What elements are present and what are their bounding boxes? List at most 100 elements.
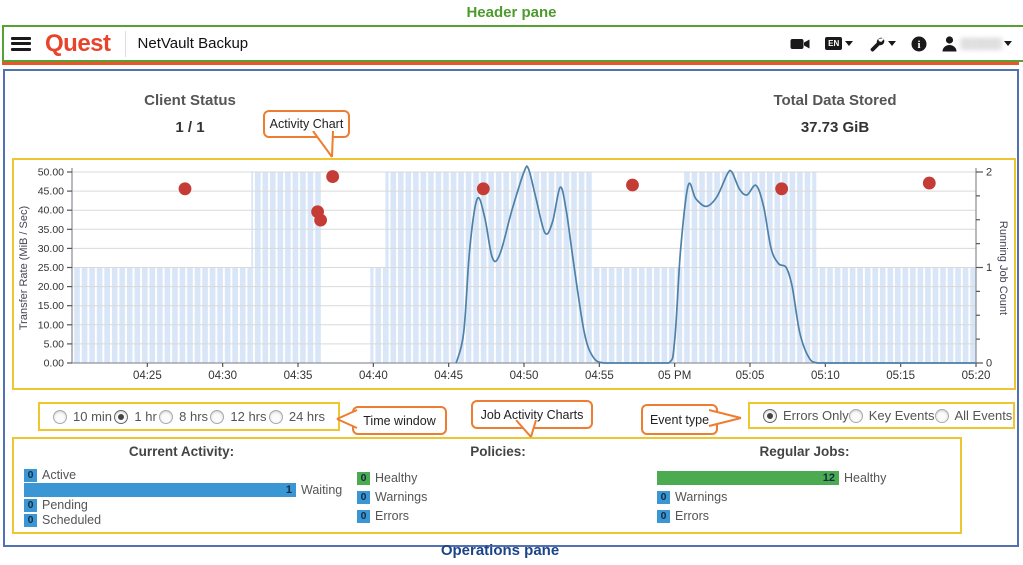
svg-text:05:20: 05:20 bbox=[962, 370, 991, 382]
job-row-warnings: 0 Warnings bbox=[657, 490, 952, 504]
radio-circle[interactable] bbox=[53, 409, 67, 424]
radio-circle[interactable] bbox=[763, 408, 777, 423]
job-row-label: Waiting bbox=[301, 483, 343, 497]
radio-event-key-events[interactable]: Key Events bbox=[848, 408, 935, 423]
activity-chart-svg[interactable]: 0.00 5.00 10.00 15.00 20.00 25.00 30.00 35.00 40… bbox=[14, 160, 1010, 384]
svg-text:05:10: 05:10 bbox=[811, 370, 840, 382]
error-event-dot[interactable] bbox=[178, 182, 192, 196]
job-row-label: Healthy bbox=[844, 471, 887, 485]
header-pane-annotation: Header pane bbox=[466, 4, 557, 21]
svg-text:40.00: 40.00 bbox=[38, 205, 64, 217]
chevron-down-icon bbox=[845, 41, 854, 46]
client-status-label: Client Status bbox=[144, 92, 236, 109]
job-count-chip: 0 bbox=[657, 490, 670, 504]
language-icon[interactable]: EN bbox=[825, 37, 843, 50]
svg-text:04:55: 04:55 bbox=[585, 370, 614, 382]
client-status-value: 1 / 1 bbox=[175, 119, 205, 136]
svg-text:1: 1 bbox=[986, 262, 992, 274]
job-row-warnings: 0 Warnings bbox=[357, 490, 639, 504]
job-row-errors: 0 Errors bbox=[357, 509, 639, 523]
tools-menu[interactable] bbox=[868, 36, 897, 52]
header-icon-group: EN i ▒▒▒▒▒▒ bbox=[790, 35, 1023, 52]
job-row-scheduled: 0 Scheduled bbox=[24, 513, 339, 527]
job-row-errors: 0 Errors bbox=[657, 509, 952, 523]
activity-chart-callout-tail bbox=[312, 131, 334, 158]
radio-event-all-events[interactable]: All Events bbox=[934, 408, 1012, 423]
job-row-active: 0 Active bbox=[24, 468, 339, 482]
svg-text:50.00: 50.00 bbox=[38, 167, 64, 179]
running-job-count-band bbox=[816, 267, 976, 363]
svg-text:04:45: 04:45 bbox=[434, 370, 463, 382]
job-row-label: Warnings bbox=[675, 490, 728, 504]
job-count-chip: 0 bbox=[24, 513, 37, 527]
radio-label: 10 min bbox=[73, 409, 113, 424]
radio-circle[interactable] bbox=[934, 408, 949, 423]
time-window-group: 10 min 1 hr 8 hrs 12 hrs 24 hrs bbox=[38, 402, 340, 431]
error-event-dot[interactable] bbox=[626, 178, 639, 192]
running-job-count-band bbox=[591, 267, 684, 363]
user-menu[interactable]: ▒▒▒▒▒▒ bbox=[942, 35, 1012, 52]
radio-circle[interactable] bbox=[210, 409, 225, 424]
error-event-dot[interactable] bbox=[775, 182, 789, 196]
job-bar: 12 bbox=[657, 471, 839, 485]
svg-text:05:05: 05:05 bbox=[736, 370, 765, 382]
app-title: NetVault Backup bbox=[137, 35, 249, 52]
error-event-dot[interactable] bbox=[922, 176, 936, 190]
header-divider bbox=[124, 30, 126, 57]
error-event-dot[interactable] bbox=[476, 182, 490, 196]
radio-time-12-hrs[interactable]: 12 hrs bbox=[210, 409, 267, 424]
job-count-chip: 0 bbox=[357, 490, 370, 504]
running-job-count-band bbox=[72, 267, 252, 363]
chevron-down-icon bbox=[888, 41, 897, 46]
info-icon[interactable]: i bbox=[911, 36, 927, 52]
svg-text:i: i bbox=[918, 39, 921, 51]
radio-circle[interactable] bbox=[848, 408, 863, 423]
radio-time-1-hr[interactable]: 1 hr bbox=[114, 409, 157, 424]
operations-pane-annotation: Operations pane bbox=[440, 542, 560, 559]
transfer-rate-line bbox=[455, 165, 976, 364]
user-icon bbox=[942, 35, 957, 51]
radio-label: Errors Only bbox=[783, 408, 849, 423]
video-camera-icon[interactable] bbox=[790, 37, 810, 51]
svg-text:45.00: 45.00 bbox=[38, 186, 64, 198]
client-status-summary: Client Status 1 / 1 bbox=[80, 92, 300, 136]
job-count-chip: 0 bbox=[357, 509, 370, 523]
error-event-dot[interactable] bbox=[314, 213, 327, 227]
job-row-waiting: 1 Waiting bbox=[24, 483, 343, 497]
job-count-chip: 0 bbox=[657, 509, 670, 523]
total-data-value: 37.73 GiB bbox=[800, 119, 870, 136]
time-window-callout-tail bbox=[336, 409, 358, 429]
left-axis-title: Transfer Rate (MiB / Sec) bbox=[18, 206, 30, 330]
radio-label: 24 hrs bbox=[288, 409, 325, 424]
wrench-icon bbox=[870, 37, 885, 51]
chevron-down-icon bbox=[1004, 41, 1012, 46]
current-activity-title: Current Activity: bbox=[128, 444, 235, 459]
language-menu[interactable]: EN bbox=[825, 37, 854, 50]
svg-text:20.00: 20.00 bbox=[38, 281, 64, 293]
activity-chart: 0.00 5.00 10.00 15.00 20.00 25.00 30.00 35.00 40… bbox=[12, 158, 1016, 390]
job-row-healthy: 12 Healthy bbox=[657, 471, 952, 485]
radio-time-10-min[interactable]: 10 min bbox=[53, 409, 112, 424]
job-row-label: Active bbox=[42, 468, 77, 482]
event-type-group: Errors Only Key Events All Events bbox=[748, 402, 1015, 429]
radio-circle[interactable] bbox=[114, 409, 129, 424]
job-row-label: Errors bbox=[375, 509, 410, 523]
error-event-dot[interactable] bbox=[326, 170, 340, 183]
menu-icon[interactable] bbox=[11, 36, 31, 51]
event-type-annotation: Event type bbox=[641, 404, 718, 435]
radio-label: 12 hrs bbox=[230, 409, 267, 424]
time-window-annotation: Time window bbox=[352, 406, 447, 435]
radio-event-errors-only[interactable]: Errors Only bbox=[763, 408, 849, 423]
radio-circle[interactable] bbox=[159, 409, 174, 424]
job-bar: 1 bbox=[24, 483, 296, 497]
radio-time-24-hrs[interactable]: 24 hrs bbox=[268, 409, 325, 424]
svg-text:30.00: 30.00 bbox=[38, 243, 64, 255]
activity-chart-annotation: Activity Chart bbox=[263, 110, 350, 138]
job-count-chip: 0 bbox=[24, 468, 37, 482]
svg-text:2: 2 bbox=[986, 167, 992, 179]
radio-circle[interactable] bbox=[268, 409, 283, 424]
radio-time-8-hrs[interactable]: 8 hrs bbox=[159, 409, 208, 424]
radio-label: Key Events bbox=[868, 408, 935, 423]
svg-text:05 PM: 05 PM bbox=[658, 370, 691, 382]
